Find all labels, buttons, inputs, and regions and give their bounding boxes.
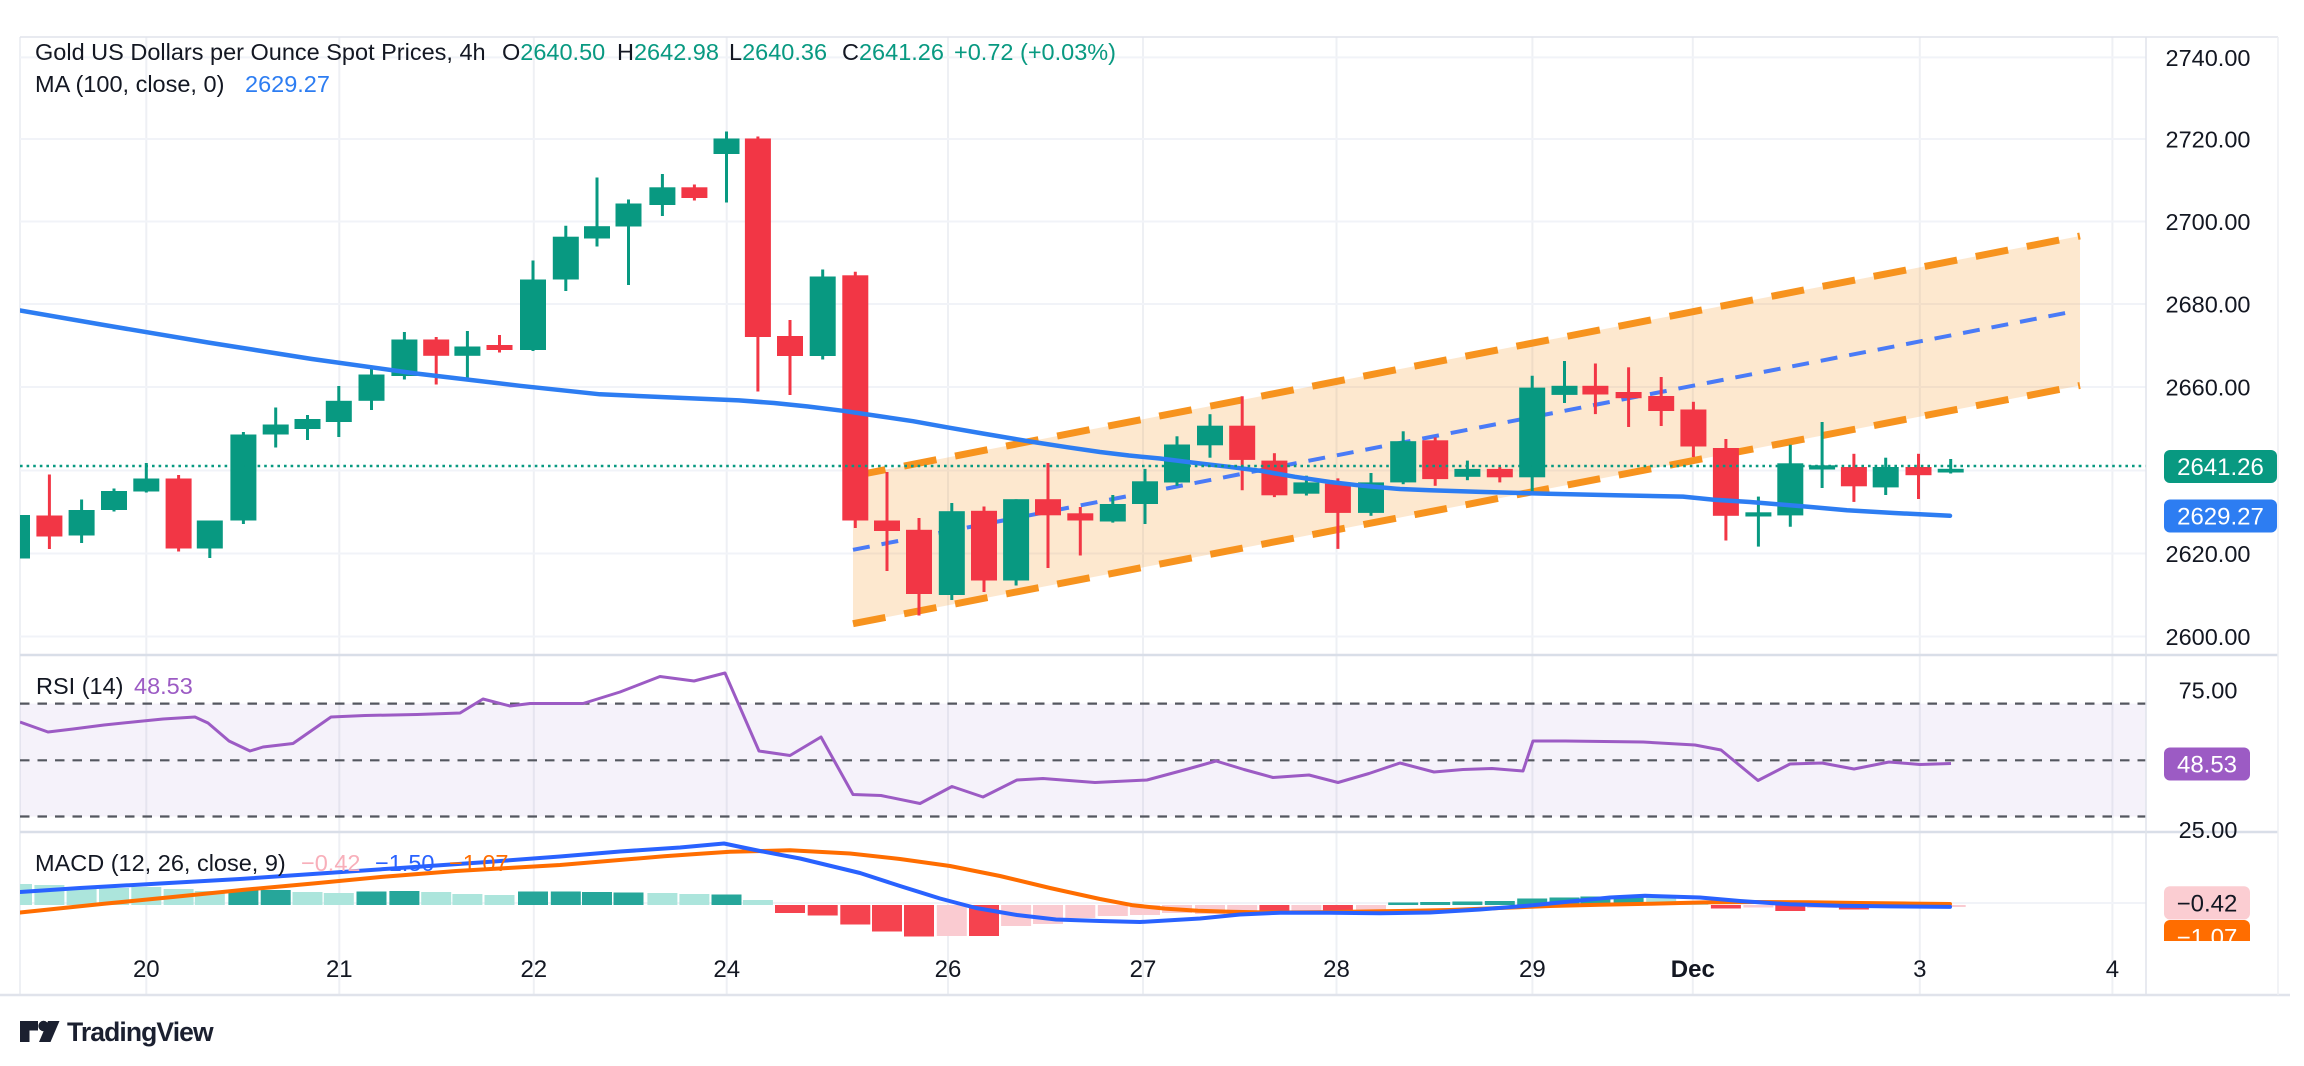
svg-text:L2640.36: L2640.36 [729, 39, 827, 65]
svg-text:22: 22 [520, 956, 547, 983]
svg-text:3: 3 [1913, 956, 1926, 983]
svg-text:+0.72 (+0.03%): +0.72 (+0.03%) [954, 39, 1116, 65]
svg-text:48.53: 48.53 [2177, 752, 2237, 779]
svg-text:2660.00: 2660.00 [2166, 375, 2251, 401]
svg-text:29: 29 [1519, 956, 1546, 983]
svg-text:TradingView: TradingView [67, 1017, 214, 1047]
svg-text:75.00: 75.00 [2179, 678, 2238, 704]
svg-text:2740.00: 2740.00 [2166, 45, 2251, 71]
svg-text:2629.27: 2629.27 [2177, 504, 2264, 531]
svg-text:MACD (12, 26, close, 9): MACD (12, 26, close, 9) [35, 850, 286, 876]
svg-text:−1.07: −1.07 [2177, 924, 2238, 951]
svg-text:28: 28 [1323, 956, 1350, 983]
svg-text:25.00: 25.00 [2179, 817, 2238, 843]
svg-text:2600.00: 2600.00 [2166, 624, 2251, 650]
svg-text:−1.07: −1.07 [449, 850, 508, 876]
svg-text:2700.00: 2700.00 [2166, 209, 2251, 235]
svg-text:26: 26 [935, 956, 962, 983]
svg-text:H2642.98: H2642.98 [617, 39, 719, 65]
svg-text:O2640.50: O2640.50 [502, 39, 605, 65]
svg-text:C2641.26: C2641.26 [842, 39, 944, 65]
svg-text:−1.50: −1.50 [375, 850, 434, 876]
svg-text:48.53: 48.53 [134, 673, 193, 699]
svg-text:2620.00: 2620.00 [2166, 541, 2251, 567]
svg-text:−0.42: −0.42 [301, 850, 360, 876]
svg-text:2629.27: 2629.27 [245, 71, 330, 97]
svg-text:Gold US Dollars per Ounce Spot: Gold US Dollars per Ounce Spot Prices, 4… [35, 39, 486, 65]
svg-text:4: 4 [2106, 956, 2119, 983]
svg-text:2641.26: 2641.26 [2177, 454, 2264, 481]
svg-text:−0.42: −0.42 [2177, 890, 2238, 917]
svg-text:2680.00: 2680.00 [2166, 292, 2251, 318]
svg-text:27: 27 [1130, 956, 1157, 983]
svg-text:MA (100, close, 0): MA (100, close, 0) [35, 71, 224, 97]
svg-text:21: 21 [326, 956, 353, 983]
svg-text:2720.00: 2720.00 [2166, 127, 2251, 153]
svg-text:20: 20 [133, 956, 160, 983]
svg-text:RSI (14): RSI (14) [36, 673, 124, 699]
svg-text:Dec: Dec [1671, 956, 1715, 983]
svg-text:24: 24 [713, 956, 740, 983]
